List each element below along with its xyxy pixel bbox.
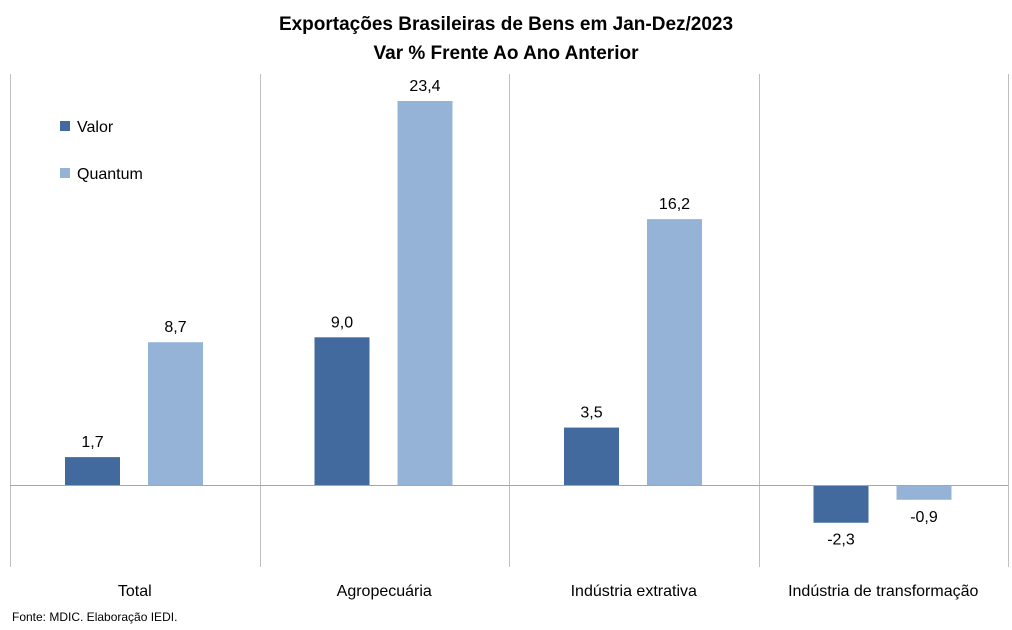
- legend-swatch: [60, 168, 70, 178]
- data-label: 16,2: [659, 196, 690, 213]
- category-label: Agropecuária: [337, 583, 432, 600]
- legend-label: Valor: [77, 119, 114, 136]
- category-label: Total: [118, 583, 152, 600]
- bar-valor: [314, 337, 370, 485]
- category-label: Indústria extrativa: [571, 583, 697, 600]
- data-label: -0,9: [910, 509, 938, 526]
- bar-quantum: [647, 219, 702, 485]
- data-label: 23,4: [409, 78, 440, 95]
- category-label: Indústria de transformação: [788, 583, 978, 600]
- bar-valor: [564, 427, 619, 485]
- bar-valor: [813, 485, 869, 523]
- legend-swatch: [60, 121, 70, 131]
- data-label: 3,5: [580, 405, 602, 422]
- chart-subtitle: Var % Frente Ao Ano Anterior: [373, 43, 639, 64]
- legend-label: Quantum: [77, 166, 143, 183]
- data-label: 9,0: [331, 314, 353, 331]
- bar-quantum: [148, 342, 203, 485]
- bar-quantum: [896, 485, 952, 500]
- data-label: 8,7: [164, 319, 186, 336]
- bar-quantum: [397, 101, 453, 485]
- chart-title: Exportações Brasileiras de Bens em Jan-D…: [278, 14, 734, 35]
- source-note: Fonte: MDIC. Elaboração IEDI.: [12, 610, 178, 624]
- data-label: 1,7: [81, 434, 103, 451]
- data-label: -2,3: [827, 532, 855, 549]
- bar-valor: [65, 457, 120, 485]
